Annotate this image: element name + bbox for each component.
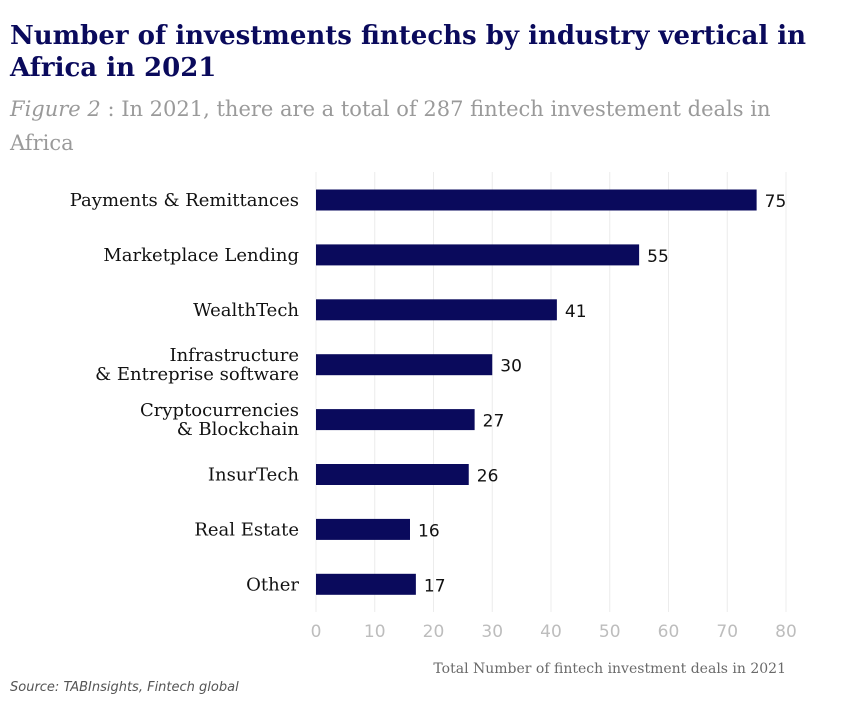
data-label: 41 bbox=[565, 302, 587, 322]
category-label: Infrastructure bbox=[169, 345, 299, 366]
bar bbox=[316, 354, 493, 376]
data-label: 30 bbox=[500, 357, 522, 377]
category-label: Real Estate bbox=[194, 519, 299, 540]
x-tick-label: 80 bbox=[775, 622, 797, 642]
category-label: & Entreprise software bbox=[95, 364, 299, 385]
subtitle-text: : In 2021, there are a total of 287 fint… bbox=[10, 97, 771, 155]
data-labels: 75 55 41 30 27 26 16 17 bbox=[418, 192, 786, 596]
x-tick-label: 0 bbox=[311, 622, 322, 642]
x-tick-label: 20 bbox=[423, 622, 445, 642]
x-tick-label: 10 bbox=[364, 622, 386, 642]
bar bbox=[316, 189, 757, 211]
bars bbox=[316, 189, 757, 595]
category-label: Other bbox=[246, 574, 299, 595]
category-label: Cryptocurrencies bbox=[140, 400, 299, 421]
source-note: Source: TABInsights, Fintech global bbox=[10, 680, 239, 695]
chart-subtitle: Figure 2 : In 2021, there are a total of… bbox=[10, 92, 810, 160]
data-label: 26 bbox=[477, 467, 499, 487]
x-tick-label: 60 bbox=[658, 622, 680, 642]
data-label: 16 bbox=[418, 521, 440, 541]
grid-lines bbox=[315, 172, 787, 612]
x-axis-label: Total Number of fintech investment deals… bbox=[433, 661, 786, 677]
x-tick-labels: 0 10 20 30 40 50 60 70 80 bbox=[311, 622, 797, 642]
data-label: 27 bbox=[483, 412, 505, 432]
bar bbox=[316, 299, 557, 321]
category-label: WealthTech bbox=[193, 300, 299, 321]
bar bbox=[316, 518, 410, 540]
chart-title: Number of investments fintechs by indust… bbox=[10, 21, 807, 83]
x-tick-label: 30 bbox=[481, 622, 503, 642]
data-label: 75 bbox=[765, 192, 787, 212]
bar bbox=[316, 464, 469, 485]
data-label: 17 bbox=[424, 576, 446, 596]
x-tick-label: 50 bbox=[599, 622, 621, 642]
figure-label: Figure 2 bbox=[10, 97, 101, 121]
x-tick-label: 70 bbox=[716, 622, 738, 642]
bar bbox=[316, 244, 640, 266]
category-labels: Payments & Remittances Marketplace Lendin… bbox=[70, 190, 300, 595]
x-tick-label: 40 bbox=[540, 622, 562, 642]
data-label: 55 bbox=[647, 247, 669, 267]
category-label: InsurTech bbox=[208, 465, 299, 486]
category-label: & Blockchain bbox=[177, 419, 300, 440]
category-label: Payments & Remittances bbox=[70, 190, 299, 211]
category-label: Marketplace Lending bbox=[103, 245, 299, 266]
bar bbox=[316, 573, 416, 595]
bar bbox=[316, 409, 475, 431]
